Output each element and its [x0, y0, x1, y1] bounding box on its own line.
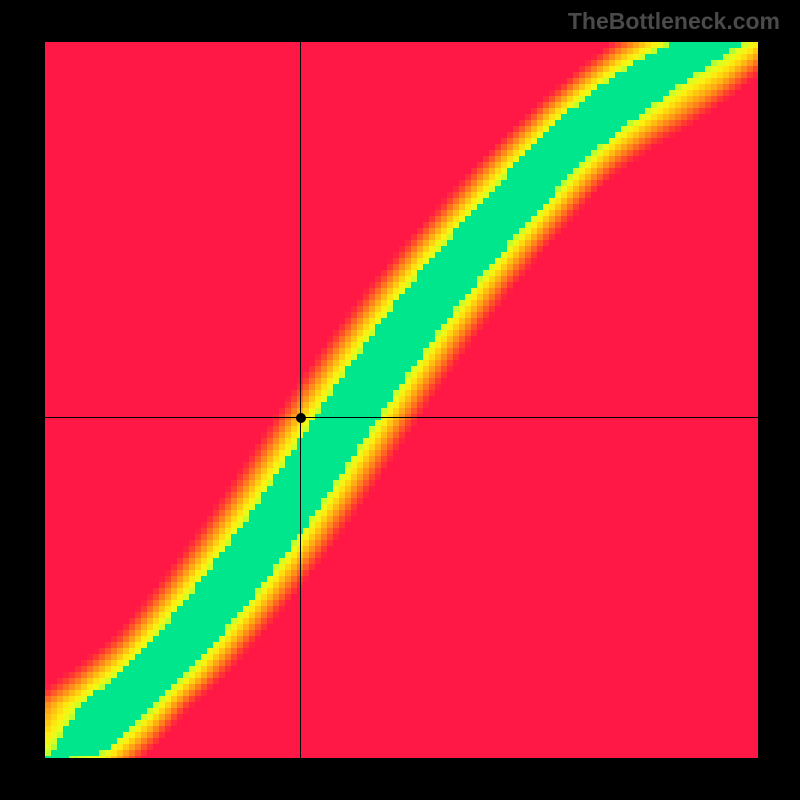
chart-container: TheBottleneck.com	[0, 0, 800, 800]
bottleneck-heatmap	[45, 42, 758, 758]
watermark-text: TheBottleneck.com	[568, 8, 780, 35]
